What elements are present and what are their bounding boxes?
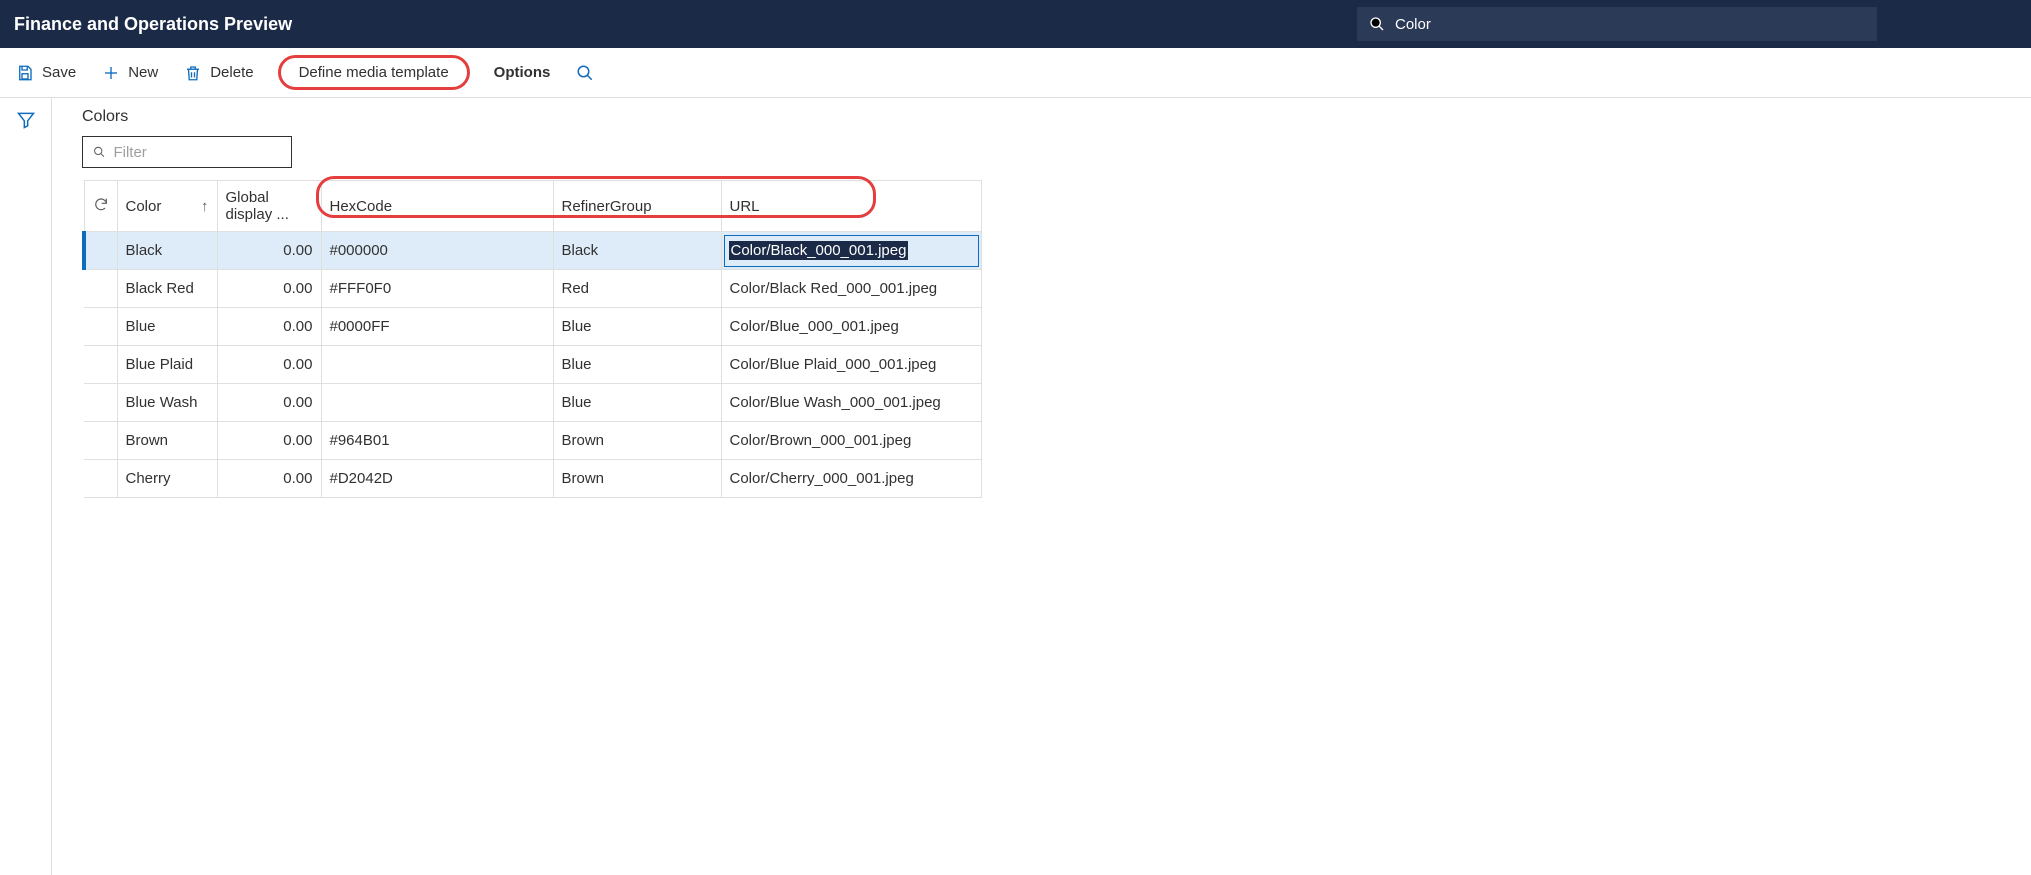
color-cell[interactable]: Blue Wash — [117, 384, 217, 422]
hexcode-cell[interactable]: #964B01 — [321, 422, 553, 460]
color-header-label: Color — [126, 198, 162, 215]
page-title: Colors — [82, 108, 2031, 126]
color-cell[interactable]: Brown — [117, 422, 217, 460]
refiner-cell[interactable]: Blue — [553, 308, 721, 346]
color-header[interactable]: Color ↑ — [117, 181, 217, 232]
url-cell[interactable]: Color/Black_000_001.jpeg — [721, 232, 981, 270]
filter-input[interactable] — [113, 144, 281, 161]
refresh-icon — [93, 196, 109, 212]
search-icon — [93, 145, 105, 159]
trash-icon — [184, 64, 202, 82]
search-icon — [1369, 16, 1385, 32]
define-media-template-button[interactable]: Define media template — [278, 55, 470, 90]
refiner-cell[interactable]: Brown — [553, 460, 721, 498]
table-row[interactable]: Cherry0.00#D2042DBrownColor/Cherry_000_0… — [84, 460, 981, 498]
refiner-header[interactable]: RefinerGroup — [553, 181, 721, 232]
global-display-cell[interactable]: 0.00 — [217, 308, 321, 346]
row-selector-cell[interactable] — [84, 232, 117, 270]
refiner-cell[interactable]: Blue — [553, 384, 721, 422]
main-content: Colors Color ↑ Global displa — [52, 98, 2031, 875]
url-cell[interactable]: Color/Brown_000_001.jpeg — [721, 422, 981, 460]
action-search-button[interactable] — [574, 58, 596, 88]
row-selector-cell[interactable] — [84, 308, 117, 346]
filter-input-wrapper[interactable] — [82, 136, 292, 168]
color-cell[interactable]: Blue — [117, 308, 217, 346]
hexcode-cell[interactable]: #D2042D — [321, 460, 553, 498]
global-display-cell[interactable]: 0.00 — [217, 384, 321, 422]
app-title: Finance and Operations Preview — [14, 14, 292, 35]
filter-rail-button[interactable] — [16, 110, 36, 875]
action-bar: Save New Delete Define media template Op… — [0, 48, 2031, 98]
delete-button[interactable]: Delete — [182, 58, 255, 88]
url-cell[interactable]: Color/Black Red_000_001.jpeg — [721, 270, 981, 308]
options-label: Options — [494, 64, 551, 81]
table-row[interactable]: Black Red0.00#FFF0F0RedColor/Black Red_0… — [84, 270, 981, 308]
refiner-cell[interactable]: Black — [553, 232, 721, 270]
row-selector-cell[interactable] — [84, 422, 117, 460]
refiner-cell[interactable]: Blue — [553, 346, 721, 384]
options-button[interactable]: Options — [492, 58, 553, 87]
url-cell[interactable]: Color/Blue_000_001.jpeg — [721, 308, 981, 346]
row-selector-cell[interactable] — [84, 460, 117, 498]
save-label: Save — [42, 64, 76, 81]
color-cell[interactable]: Cherry — [117, 460, 217, 498]
url-cell[interactable]: Color/Blue Plaid_000_001.jpeg — [721, 346, 981, 384]
search-icon — [576, 64, 594, 82]
row-selector-cell[interactable] — [84, 270, 117, 308]
funnel-icon — [16, 110, 36, 130]
app-header: Finance and Operations Preview Color — [0, 0, 2031, 48]
hexcode-cell[interactable]: #FFF0F0 — [321, 270, 553, 308]
row-selector-cell[interactable] — [84, 346, 117, 384]
table-row[interactable]: Blue Plaid0.00 BlueColor/Blue Plaid_000_0… — [84, 346, 981, 384]
row-selector-cell[interactable] — [84, 384, 117, 422]
global-display-cell[interactable]: 0.00 — [217, 232, 321, 270]
plus-icon — [102, 64, 120, 82]
header-row: Color ↑ Global display ... HexCode Refin… — [84, 181, 981, 232]
url-cell[interactable]: Color/Blue Wash_000_001.jpeg — [721, 384, 981, 422]
hexcode-cell[interactable]: #0000FF — [321, 308, 553, 346]
define-media-template-label: Define media template — [299, 64, 449, 81]
hexcode-cell[interactable] — [321, 346, 553, 384]
color-cell[interactable]: Blue Plaid — [117, 346, 217, 384]
sort-asc-icon: ↑ — [201, 198, 209, 215]
global-display-cell[interactable]: 0.00 — [217, 346, 321, 384]
color-cell[interactable]: Black — [117, 232, 217, 270]
colors-table: Color ↑ Global display ... HexCode Refin… — [82, 180, 982, 498]
refresh-header[interactable] — [84, 181, 117, 232]
hexcode-cell[interactable] — [321, 384, 553, 422]
global-display-cell[interactable]: 0.00 — [217, 460, 321, 498]
global-display-cell[interactable]: 0.00 — [217, 270, 321, 308]
delete-label: Delete — [210, 64, 253, 81]
table-row[interactable]: Brown0.00#964B01BrownColor/Brown_000_001… — [84, 422, 981, 460]
color-cell[interactable]: Black Red — [117, 270, 217, 308]
global-display-header[interactable]: Global display ... — [217, 181, 321, 232]
side-rail — [0, 98, 52, 875]
url-cell[interactable]: Color/Cherry_000_001.jpeg — [721, 460, 981, 498]
new-button[interactable]: New — [100, 58, 160, 88]
global-search[interactable]: Color — [1357, 7, 1877, 41]
url-header[interactable]: URL — [721, 181, 981, 232]
table-row[interactable]: Blue0.00#0000FFBlueColor/Blue_000_001.jp… — [84, 308, 981, 346]
global-search-value: Color — [1395, 16, 1431, 33]
hexcode-cell[interactable]: #000000 — [321, 232, 553, 270]
hexcode-header[interactable]: HexCode — [321, 181, 553, 232]
refiner-cell[interactable]: Red — [553, 270, 721, 308]
table-row[interactable]: Black0.00#000000BlackColor/Black_000_001… — [84, 232, 981, 270]
refiner-cell[interactable]: Brown — [553, 422, 721, 460]
table-row[interactable]: Blue Wash0.00 BlueColor/Blue Wash_000_001… — [84, 384, 981, 422]
global-display-cell[interactable]: 0.00 — [217, 422, 321, 460]
save-button[interactable]: Save — [14, 58, 78, 88]
save-icon — [16, 64, 34, 82]
new-label: New — [128, 64, 158, 81]
